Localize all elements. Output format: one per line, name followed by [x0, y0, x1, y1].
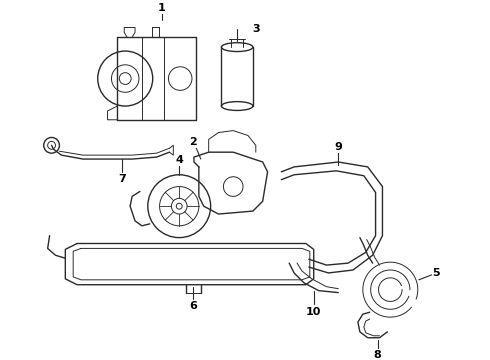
Text: 7: 7 [119, 174, 126, 184]
Text: 9: 9 [334, 142, 342, 152]
Text: 4: 4 [175, 155, 183, 165]
Text: 1: 1 [158, 3, 166, 13]
Text: 10: 10 [306, 307, 321, 317]
Text: 5: 5 [433, 268, 441, 278]
Text: 8: 8 [374, 350, 381, 360]
Text: 6: 6 [189, 301, 197, 311]
Text: 3: 3 [252, 24, 260, 35]
Text: 2: 2 [189, 138, 197, 147]
